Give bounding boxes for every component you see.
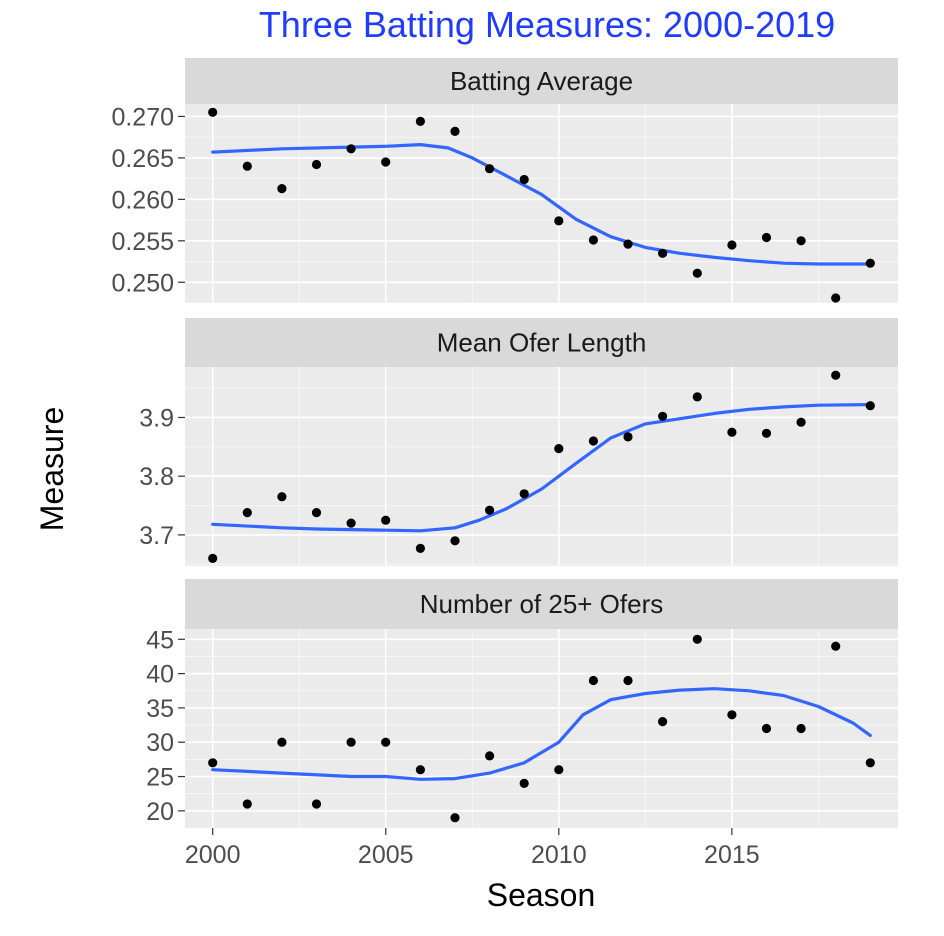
x-tick-label: 2015 (704, 841, 760, 869)
strip-number-of-25-ofers (185, 579, 898, 629)
data-point (381, 737, 391, 747)
data-point (588, 436, 599, 446)
data-point (450, 536, 460, 546)
data-point (208, 758, 218, 768)
data-point (208, 107, 218, 117)
data-point (485, 164, 495, 174)
data-point (415, 116, 425, 126)
x-axis: 2000 2005 2010 2015 (185, 828, 760, 869)
data-point (761, 723, 772, 734)
strip-mean-ofer-length (185, 318, 898, 367)
data-point (519, 778, 529, 789)
y-tick-label: 40 (146, 661, 174, 689)
y-tick-label: 0.270 (111, 103, 174, 131)
data-point (727, 240, 737, 250)
smooth-line-batting-average (211, 143, 872, 266)
data-point (242, 161, 252, 171)
smooth-line-mean-ofer-length (211, 403, 872, 533)
data-point (346, 144, 356, 154)
chart-title: Three Batting Measures: 2000-2019 (259, 4, 835, 45)
data-point (415, 765, 425, 775)
data-point (277, 184, 287, 194)
data-point (623, 675, 633, 686)
data-point (658, 717, 668, 727)
strip-label-number-of-25-ofers: Number of 25+ Ofers (420, 589, 664, 619)
y-tick-label: 0.260 (111, 186, 174, 214)
data-point (761, 232, 772, 243)
data-point (623, 239, 633, 249)
y-tick-label: 35 (146, 695, 174, 723)
x-tick-label: 2005 (358, 841, 414, 869)
data-point (796, 236, 806, 246)
x-axis-title: Season (487, 877, 596, 913)
data-point (381, 515, 391, 525)
panel-background-mean-ofer-length (185, 367, 898, 566)
smooth-line-number-of-25-ofers (211, 687, 872, 781)
data-point (692, 392, 702, 402)
data-point (450, 813, 460, 823)
data-point (554, 216, 564, 226)
data-point (311, 159, 322, 170)
data-point (761, 428, 772, 438)
strip-label-batting-average: Batting Average (450, 66, 633, 96)
data-point (242, 799, 252, 809)
data-point (658, 411, 668, 421)
data-point (208, 553, 218, 564)
strip-label-mean-ofer-length: Mean Ofer Length (437, 328, 647, 358)
data-point (831, 370, 841, 380)
data-point (692, 268, 702, 278)
y-tick-label: 45 (146, 626, 174, 654)
data-point (796, 417, 806, 427)
data-point (865, 758, 875, 768)
data-point (311, 507, 322, 518)
y-tick-label: 25 (146, 764, 174, 792)
data-point (415, 543, 425, 554)
y-tick-label: 30 (146, 729, 174, 757)
data-point (485, 751, 495, 761)
data-point (588, 235, 599, 245)
x-tick-label: 2000 (185, 841, 241, 869)
y-tick-label: 0.250 (111, 269, 174, 297)
x-tick-label: 2010 (531, 841, 587, 869)
data-point (865, 401, 875, 411)
data-point (519, 174, 529, 185)
data-point (554, 444, 564, 454)
facet-panels: Batting Average 0.270 0.265 0.260 0.255 0.250… (111, 58, 898, 829)
data-point (346, 518, 356, 528)
data-point (727, 710, 737, 720)
data-point (450, 126, 460, 136)
panel-background-batting-average (185, 104, 898, 303)
data-point (311, 799, 322, 809)
strip-batting-average (185, 58, 898, 104)
panel-background-number-of-25-ofers (185, 629, 898, 828)
data-point (381, 157, 391, 167)
y-tick-label: 0.255 (111, 228, 174, 256)
data-point (519, 489, 529, 499)
data-point (692, 634, 702, 644)
data-point (277, 492, 287, 502)
data-point (623, 432, 633, 442)
data-point (277, 737, 287, 747)
y-axis-title: Measure (34, 407, 70, 532)
data-point (831, 641, 841, 651)
data-point (588, 675, 599, 686)
panel-mean-ofer-length: Mean Ofer Length 3.9 3.8 3.7 (139, 318, 898, 566)
y-tick-label: 3.9 (139, 404, 174, 432)
panel-batting-average: Batting Average 0.270 0.265 0.260 0.255 0.250 (111, 58, 898, 304)
data-point (727, 427, 737, 437)
y-tick-label: 20 (146, 798, 174, 826)
data-point (796, 723, 806, 734)
data-point (485, 505, 495, 515)
y-tick-label: 3.8 (139, 463, 174, 491)
y-tick-label: 0.265 (111, 145, 174, 173)
y-tick-label: 3.7 (139, 522, 174, 550)
data-point (346, 737, 356, 747)
data-point (831, 293, 841, 303)
data-point (865, 258, 875, 268)
data-point (554, 765, 564, 775)
data-point (658, 248, 668, 258)
data-point (242, 507, 252, 518)
panel-number-of-25-ofers: Number of 25+ Ofers 45 40 35 30 25 20 (146, 579, 898, 829)
